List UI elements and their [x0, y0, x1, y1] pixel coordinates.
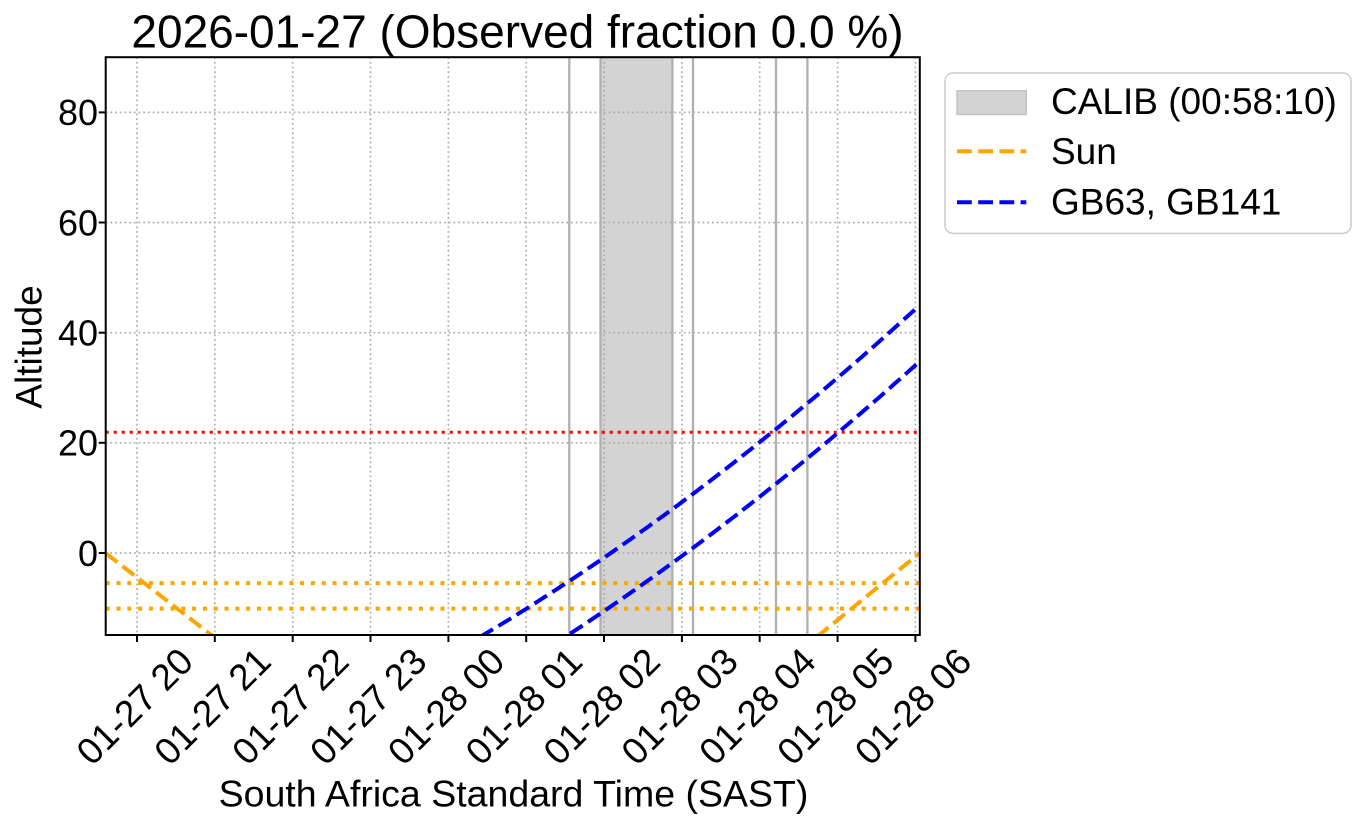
svg-text:CALIB (00:58:10): CALIB (00:58:10)	[1051, 81, 1337, 122]
svg-text:60: 60	[58, 202, 98, 243]
svg-text:80: 80	[58, 92, 98, 133]
svg-text:0: 0	[78, 533, 98, 574]
svg-text:South Africa Standard Time (SA: South Africa Standard Time (SAST)	[219, 773, 809, 815]
svg-text:20: 20	[58, 423, 98, 464]
svg-text:GB63, GB141: GB63, GB141	[1051, 182, 1281, 223]
svg-text:40: 40	[58, 313, 98, 354]
svg-text:Sun: Sun	[1051, 131, 1117, 172]
svg-text:2026-01-27 (Observed fraction: 2026-01-27 (Observed fraction 0.0 %)	[131, 6, 903, 58]
svg-text:Altitude: Altitude	[8, 285, 49, 408]
